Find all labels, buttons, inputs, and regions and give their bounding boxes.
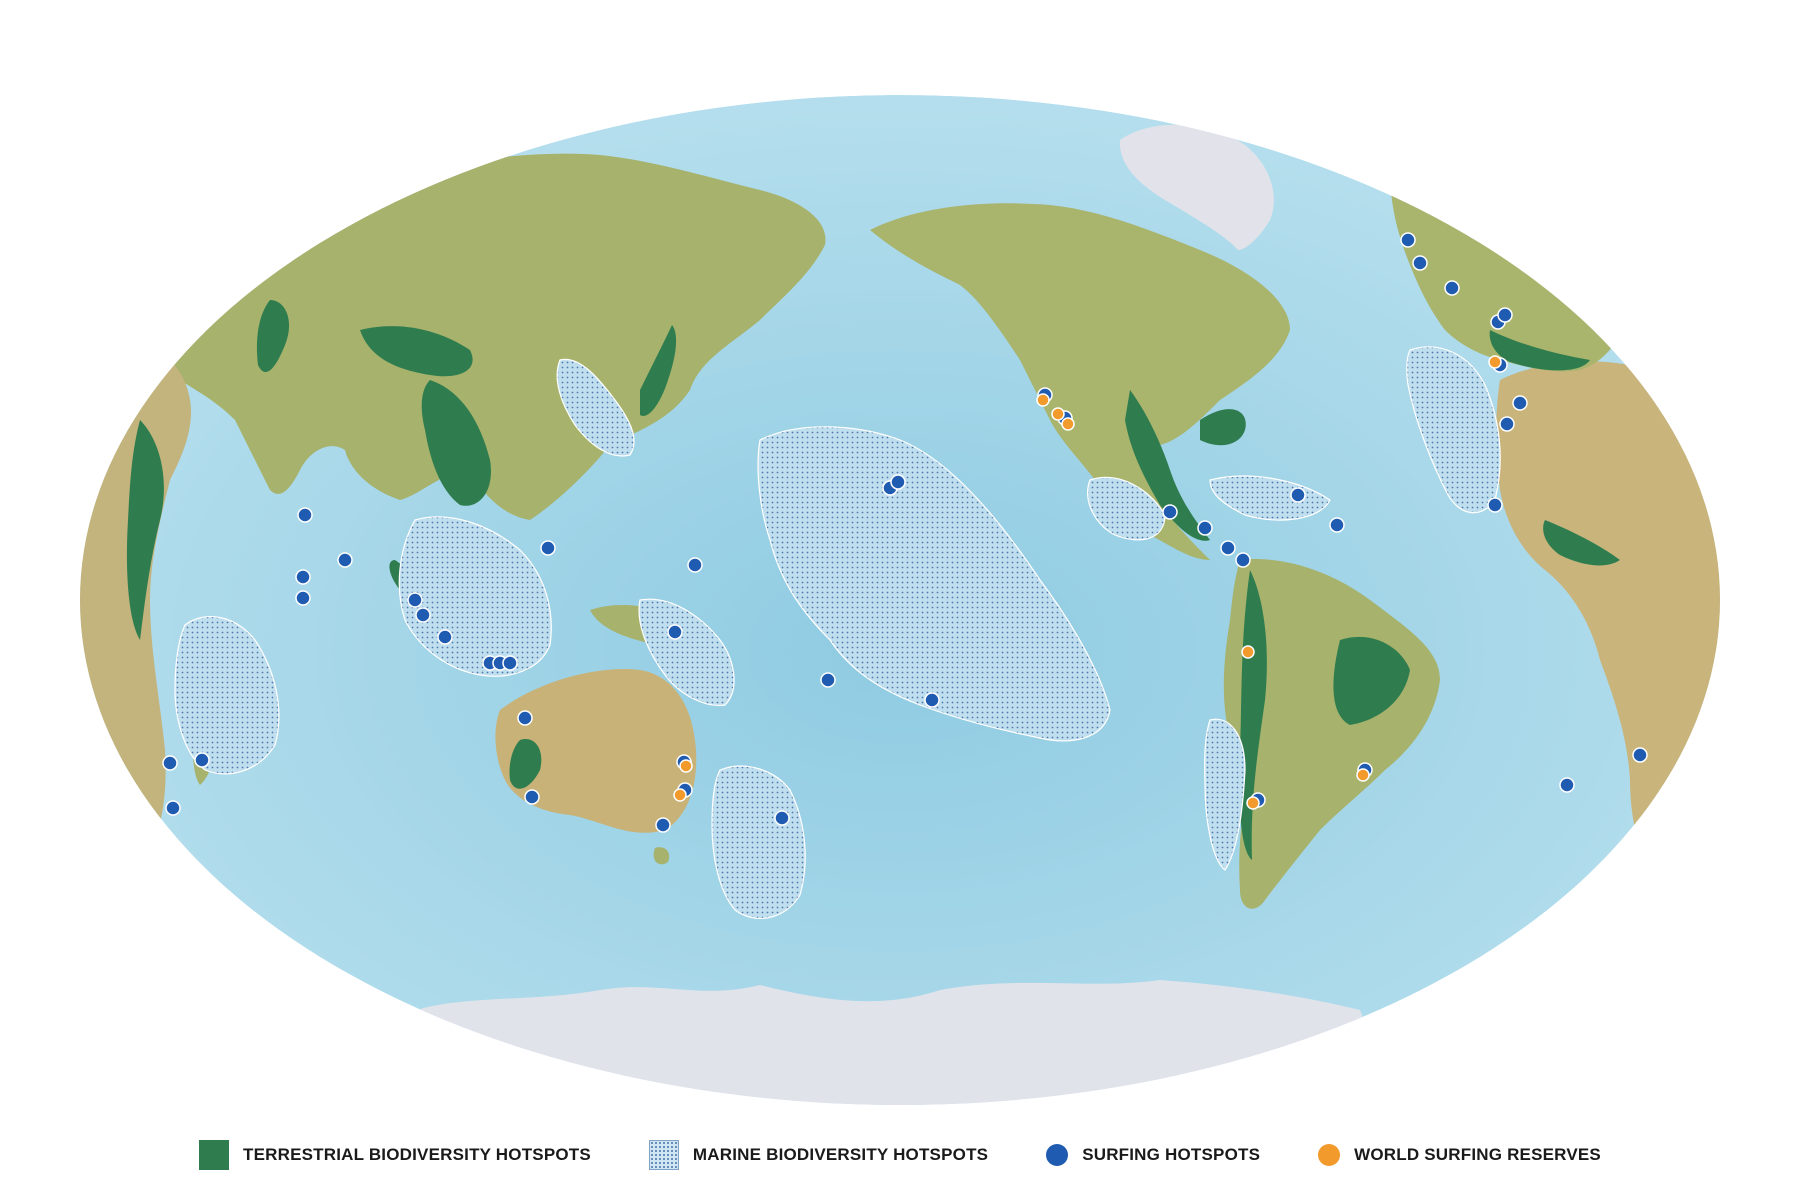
landmass-north-america <box>870 203 1290 560</box>
surf-spot <box>1635 830 1651 846</box>
surf-spot <box>1497 307 1513 323</box>
surf-spot <box>1400 232 1416 248</box>
surf-spot <box>687 557 703 573</box>
surf-spot <box>194 752 210 768</box>
legend-surf-label: SURFING HOTSPOTS <box>1082 1145 1261 1164</box>
legend-surf: SURFING HOTSPOTS <box>1046 1144 1260 1166</box>
legend-reserve-label: WORLD SURFING RESERVES <box>1354 1145 1601 1164</box>
surf-spot <box>890 474 906 490</box>
landmass-antarctica <box>360 980 1400 1105</box>
surf-spot <box>1512 395 1528 411</box>
surf-spot <box>1220 540 1236 556</box>
landmass-japan <box>640 325 677 416</box>
earth-surface <box>80 95 1720 1105</box>
surf-spot <box>407 592 423 608</box>
map-canvas <box>80 95 1720 1105</box>
legend-marine: MARINE BIODIVERSITY HOTSPOTS <box>648 1140 989 1170</box>
legend-terrestrial-label: TERRESTRIAL BIODIVERSITY HOTSPOTS <box>243 1145 591 1164</box>
surf-spot <box>540 540 556 556</box>
surf-spot <box>162 755 178 771</box>
surf-spot <box>297 507 313 523</box>
reserve-spot <box>1036 393 1050 407</box>
landmass-australia <box>495 669 697 833</box>
surf-spot <box>1444 280 1460 296</box>
surf-spot <box>667 624 683 640</box>
reserve-spot <box>679 759 693 773</box>
reserve-spot <box>1241 645 1255 659</box>
green-square-icon <box>199 1140 230 1170</box>
surf-spot <box>415 607 431 623</box>
surf-spot <box>774 810 790 826</box>
reserve-spot <box>1061 417 1075 431</box>
terrestrial-hotspots <box>126 300 1620 860</box>
reserve-spot <box>1488 355 1502 369</box>
surf-spot <box>1487 497 1503 513</box>
surf-spot <box>337 552 353 568</box>
reserve-spot <box>1356 768 1370 782</box>
surf-spot <box>524 789 540 805</box>
surf-spot <box>1235 552 1251 568</box>
reserve-spot <box>1246 796 1260 810</box>
marine-hotspots <box>174 346 1501 919</box>
surfing-reserves <box>673 355 1502 810</box>
dotted-square-icon <box>648 1140 679 1170</box>
surf-spot <box>1499 416 1515 432</box>
surf-spot <box>1162 504 1178 520</box>
landmass-greenland <box>1119 124 1274 250</box>
surf-spot <box>1329 517 1345 533</box>
legend-terrestrial: TERRESTRIAL BIODIVERSITY HOTSPOTS <box>199 1140 591 1170</box>
world-map <box>80 95 1720 1105</box>
surf-spot <box>295 590 311 606</box>
surf-spot <box>924 692 940 708</box>
landmass-tasmania <box>653 847 670 865</box>
legend-marine-label: MARINE BIODIVERSITY HOTSPOTS <box>692 1145 989 1164</box>
surf-spot <box>517 710 533 726</box>
surf-spot <box>1197 520 1213 536</box>
surf-spot <box>655 817 671 833</box>
surf-spot <box>1559 777 1575 793</box>
surf-spot <box>1632 747 1648 763</box>
surf-spot <box>1412 255 1428 271</box>
reserve-spot <box>673 788 687 802</box>
surf-spot <box>1290 487 1306 503</box>
blue-dot-icon <box>1046 1144 1069 1166</box>
map-legend: TERRESTRIAL BIODIVERSITY HOTSPOTS MARINE… <box>0 1125 1800 1185</box>
orange-dot-icon <box>1318 1144 1341 1166</box>
surf-spot <box>295 569 311 585</box>
surf-spot <box>437 629 453 645</box>
reserve-spot <box>1051 407 1065 421</box>
surf-spot <box>165 800 181 816</box>
surf-spot <box>820 672 836 688</box>
surf-spot <box>502 655 518 671</box>
landmass-africa-east <box>1496 361 1720 900</box>
legend-reserve: WORLD SURFING RESERVES <box>1318 1144 1601 1166</box>
